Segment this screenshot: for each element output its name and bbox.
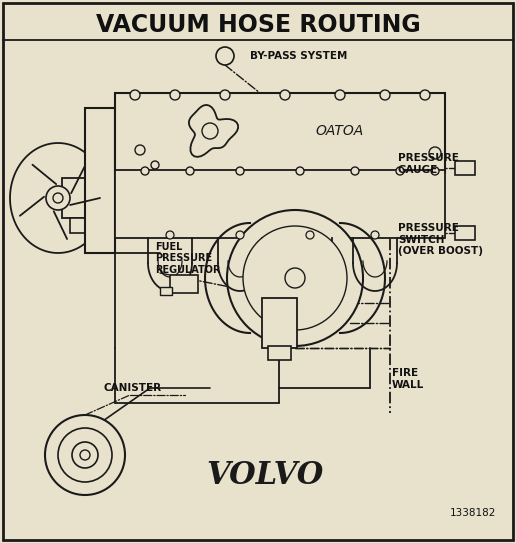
Circle shape [141,167,149,175]
Circle shape [45,415,125,495]
Text: BY-PASS SYSTEM: BY-PASS SYSTEM [250,51,347,61]
Polygon shape [10,143,101,253]
Circle shape [236,231,244,239]
Circle shape [166,231,174,239]
Bar [262,298,297,348]
Text: VACUUM HOSE ROUTING: VACUUM HOSE ROUTING [95,13,421,37]
Circle shape [130,90,140,100]
Bar [115,170,445,238]
Bar [85,108,115,253]
Bar [268,346,291,360]
Circle shape [285,268,305,288]
Circle shape [186,167,194,175]
Circle shape [396,167,404,175]
Circle shape [58,428,112,482]
Circle shape [371,231,379,239]
Circle shape [135,145,145,155]
Polygon shape [189,105,238,157]
Bar [455,161,475,175]
Text: PRESSURE
GAUGE: PRESSURE GAUGE [398,153,459,175]
Circle shape [431,167,439,175]
Circle shape [227,210,363,346]
Circle shape [202,123,218,139]
Text: VOLVO: VOLVO [206,459,324,490]
Circle shape [280,90,290,100]
Circle shape [243,226,347,330]
Circle shape [72,442,98,468]
Bar [170,275,198,293]
Circle shape [380,90,390,100]
Text: 1338182: 1338182 [450,508,496,518]
Bar [160,287,172,295]
Text: OATOA: OATOA [316,124,364,138]
Bar [70,218,85,233]
Circle shape [429,147,441,159]
Text: FUEL
PRESSURE
REGULATOR: FUEL PRESSURE REGULATOR [155,242,220,275]
Circle shape [216,47,234,65]
Bar [62,178,87,218]
Circle shape [151,161,159,169]
Circle shape [351,167,359,175]
Circle shape [80,450,90,460]
Text: CANISTER: CANISTER [103,383,161,393]
Circle shape [236,167,244,175]
Circle shape [53,193,63,203]
Circle shape [335,90,345,100]
Text: PRESSURE
SWITCH
(OVER BOOST): PRESSURE SWITCH (OVER BOOST) [398,223,483,256]
Circle shape [306,231,314,239]
Bar [115,93,445,173]
Circle shape [296,167,304,175]
Bar [455,226,475,240]
Circle shape [46,186,70,210]
Circle shape [420,90,430,100]
Text: FIRE
WALL: FIRE WALL [392,368,424,389]
Circle shape [170,90,180,100]
Circle shape [220,90,230,100]
